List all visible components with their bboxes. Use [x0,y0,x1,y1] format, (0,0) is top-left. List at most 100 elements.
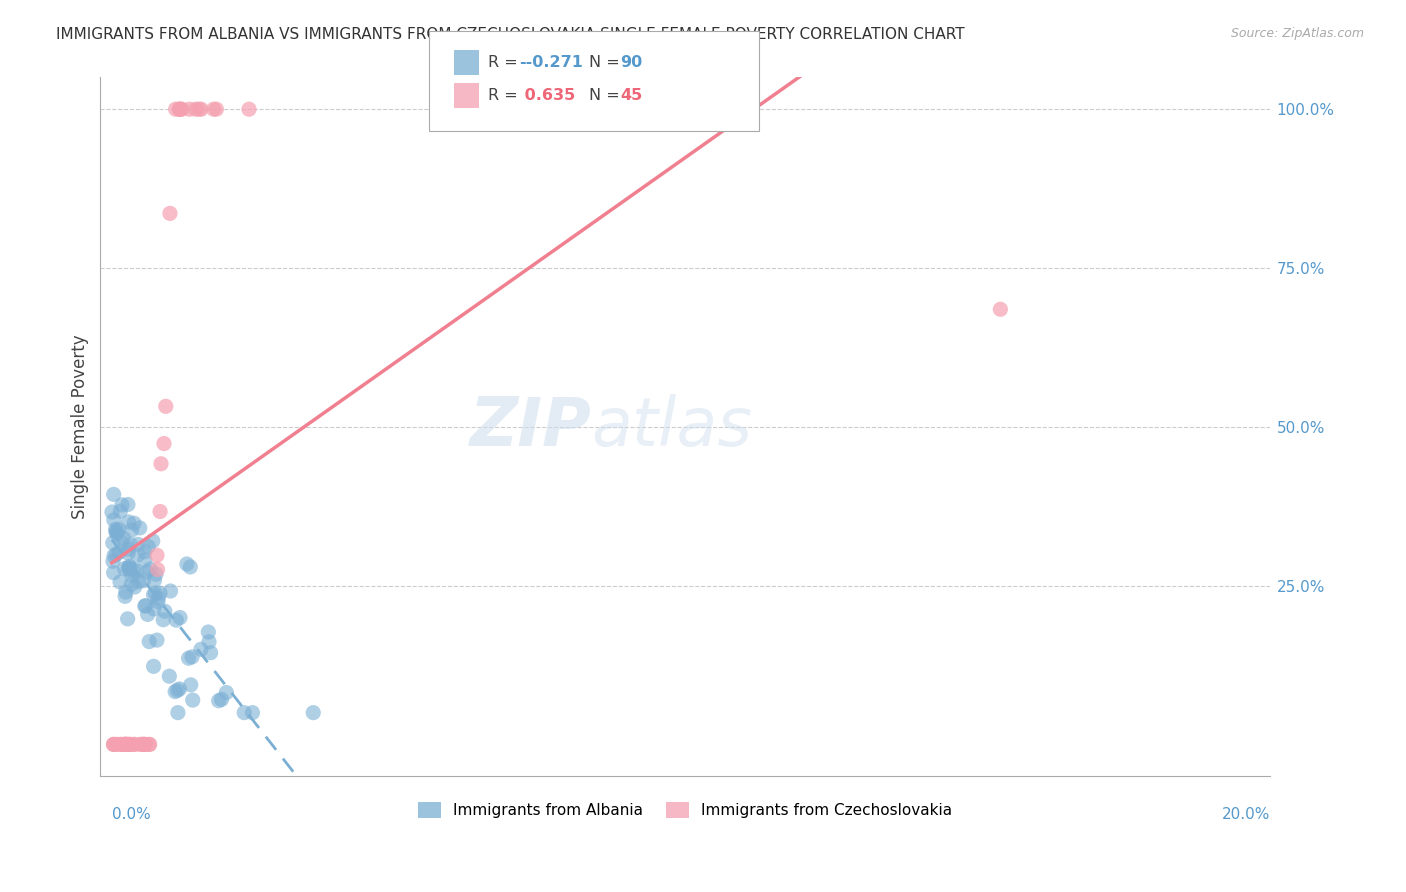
Point [159,584,181,599]
Point [169,681,191,696]
Legend: Immigrants from Albania, Immigrants from Czechoslovakia: Immigrants from Albania, Immigrants from… [412,797,959,824]
Point [149,586,172,600]
Point [152,613,174,627]
Point [107,738,129,752]
Point [138,738,160,752]
Point [105,524,128,538]
Point [118,738,141,752]
Point [143,586,166,600]
Point [108,545,131,559]
Point [129,738,152,752]
Point [142,588,165,602]
Point [124,738,146,752]
Point [134,738,156,752]
Point [170,102,193,116]
Point [115,738,138,752]
Point [103,487,125,501]
Point [114,585,136,599]
Point [134,545,156,559]
Text: N =: N = [589,55,626,70]
Text: 90: 90 [620,55,643,70]
Point [112,738,135,752]
Point [103,513,125,527]
Point [104,738,127,752]
Point [105,526,128,541]
Point [104,522,127,536]
Point [181,693,204,707]
Point [146,548,169,562]
Point [197,625,219,640]
Point [177,651,200,665]
Point [101,554,124,568]
Point [111,534,134,549]
Text: 45: 45 [620,88,643,103]
Point [127,537,149,551]
Point [153,604,176,618]
Point [198,634,221,648]
Point [115,738,138,752]
Point [125,564,148,578]
Point [233,706,256,720]
Text: --0.271: --0.271 [519,55,582,70]
Point [101,505,124,519]
Point [122,738,145,752]
Text: 0.635: 0.635 [519,88,575,103]
Point [101,536,124,550]
Point [142,533,165,548]
Point [139,562,162,576]
Point [114,590,136,604]
Point [105,548,128,562]
Point [134,599,156,613]
Point [105,525,128,540]
Point [121,568,143,582]
Point [157,669,180,683]
Point [142,659,165,673]
Point [120,738,142,752]
Point [169,102,191,116]
Point [187,102,209,116]
Point [242,706,264,720]
Point [118,560,141,574]
Point [169,610,191,624]
Point [176,557,198,571]
Point [122,562,145,576]
Point [153,436,176,450]
Point [215,685,238,699]
Point [169,102,191,116]
Point [132,738,155,752]
Point [136,607,159,622]
Point [179,102,201,116]
Point [134,738,156,752]
Point [115,738,138,752]
Text: atlas: atlas [592,393,752,459]
Point [118,559,141,574]
Point [184,102,207,116]
Point [118,738,141,752]
Point [111,498,134,512]
Text: R =: R = [488,55,523,70]
Point [155,400,177,414]
Point [110,738,132,752]
Text: Source: ZipAtlas.com: Source: ZipAtlas.com [1230,27,1364,40]
Point [190,102,212,116]
Text: 20.0%: 20.0% [1222,806,1270,822]
Point [202,102,225,116]
Point [143,573,166,587]
Point [127,548,149,562]
Point [120,537,142,551]
Point [208,694,231,708]
Text: 0.0%: 0.0% [112,806,150,822]
Point [179,560,201,574]
Point [117,515,139,529]
Point [167,706,190,720]
Point [149,504,172,518]
Point [132,574,155,588]
Text: ZIP: ZIP [470,393,592,459]
Point [117,612,139,626]
Text: IMMIGRANTS FROM ALBANIA VS IMMIGRANTS FROM CZECHOSLOVAKIA SINGLE FEMALE POVERTY : IMMIGRANTS FROM ALBANIA VS IMMIGRANTS FR… [56,27,965,42]
Point [117,561,139,575]
Point [128,521,150,535]
Point [990,302,1012,317]
Point [112,532,135,546]
Point [117,546,139,560]
